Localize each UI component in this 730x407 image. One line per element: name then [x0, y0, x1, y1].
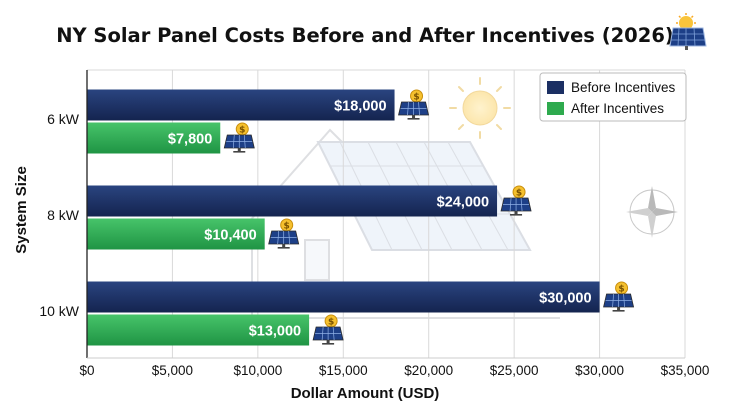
bar-value-label: $10,400	[204, 228, 256, 244]
sun-icon	[449, 77, 511, 139]
title-solar-panel-icon	[669, 13, 707, 50]
bar-icons: $ $ $ $ $ $	[223, 89, 635, 345]
x-tick-label: $30,000	[575, 363, 624, 378]
compass-rose-icon	[626, 186, 678, 238]
bar-value-label: $30,000	[539, 291, 591, 307]
x-axis-ticks: $0 $5,000 $10,000 $15,000 $20,000 $25,000 $30,…	[79, 363, 709, 378]
svg-text:$: $	[516, 189, 522, 199]
bar	[87, 314, 310, 346]
x-axis-title: Dollar Amount (USD)	[291, 385, 440, 402]
x-tick-label: $0	[79, 363, 94, 378]
x-tick-label: $10,000	[233, 363, 282, 378]
x-tick-label: $35,000	[661, 363, 710, 378]
bar-value-label: $18,000	[334, 99, 386, 115]
svg-text:$: $	[618, 285, 624, 295]
y-tick-label: 8 kW	[47, 207, 80, 223]
bar	[87, 281, 600, 313]
legend-swatch-after	[547, 102, 564, 115]
y-tick-label: 10 kW	[39, 303, 79, 319]
svg-text:$: $	[284, 222, 290, 232]
bar	[87, 218, 265, 250]
solar-panel-dollar-icon: $	[268, 218, 300, 249]
bar-value-label: $7,800	[168, 132, 212, 148]
bar	[87, 122, 221, 154]
bars: $18,000 $7,800 $24,000 $10,400 $30,000 $13,00…	[87, 89, 600, 346]
legend-label-before: Before Incentives	[571, 80, 676, 95]
bar	[87, 89, 395, 121]
solar-panel-dollar-icon: $	[223, 122, 255, 153]
x-tick-label: $15,000	[319, 363, 368, 378]
y-tick-label: 6 kW	[47, 111, 80, 127]
svg-text:$: $	[239, 126, 245, 136]
x-tick-label: $20,000	[404, 363, 453, 378]
legend-label-after: After Incentives	[571, 101, 664, 116]
x-tick-label: $5,000	[152, 363, 193, 378]
y-axis-title: System Size	[13, 166, 30, 254]
svg-text:$: $	[328, 318, 334, 328]
solar-panel-dollar-icon: $	[500, 185, 532, 216]
legend: Before Incentives After Incentives	[539, 72, 687, 122]
svg-text:$: $	[413, 93, 419, 103]
bar-value-label: $13,000	[249, 324, 301, 340]
solar-panel-dollar-icon: $	[398, 89, 430, 120]
solar-panel-dollar-icon: $	[312, 314, 344, 345]
bar-value-label: $24,000	[437, 195, 489, 211]
bar	[87, 185, 498, 217]
chart-title: NY Solar Panel Costs Before and After In…	[56, 24, 674, 47]
y-axis-ticks: 6 kW 8 kW 10 kW	[39, 111, 79, 319]
solar-panel-dollar-icon: $	[603, 281, 635, 312]
legend-swatch-before	[547, 81, 564, 94]
x-tick-label: $25,000	[490, 363, 539, 378]
